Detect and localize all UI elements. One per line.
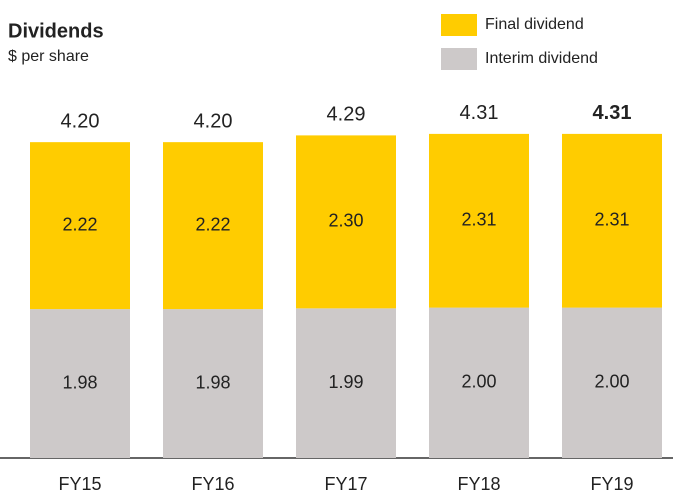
total-label: 4.20 bbox=[194, 110, 233, 132]
x-tick-label: FY15 bbox=[58, 474, 101, 494]
bar-segment bbox=[429, 133, 529, 308]
bar-segment bbox=[296, 308, 396, 458]
bar-segment bbox=[163, 309, 263, 458]
value-label: 2.22 bbox=[195, 214, 230, 234]
chart-title: Dividends bbox=[8, 20, 104, 42]
value-label: 2.30 bbox=[328, 211, 363, 231]
value-label: 2.31 bbox=[461, 209, 496, 229]
x-tick-label: FY17 bbox=[324, 474, 367, 494]
value-label: 1.98 bbox=[62, 372, 97, 392]
total-label: 4.29 bbox=[327, 104, 366, 126]
value-label: 2.00 bbox=[594, 372, 629, 392]
bar-segment bbox=[562, 307, 662, 458]
value-label: 2.31 bbox=[594, 209, 629, 229]
value-label: 1.98 bbox=[195, 372, 230, 392]
bar-segment bbox=[296, 135, 396, 309]
bar-segment bbox=[429, 307, 529, 458]
bar-segment bbox=[562, 133, 662, 308]
legend-swatch bbox=[441, 48, 477, 70]
value-label: 2.22 bbox=[62, 214, 97, 234]
total-label: 4.31 bbox=[593, 102, 632, 124]
x-tick-label: FY19 bbox=[590, 474, 633, 494]
legend-label: Final dividend bbox=[485, 16, 584, 33]
bar-segment bbox=[163, 142, 263, 310]
value-label: 2.00 bbox=[461, 372, 496, 392]
chart-subtitle: $ per share bbox=[8, 48, 89, 65]
legend-label: Interim dividend bbox=[485, 50, 598, 67]
bar-segment bbox=[30, 309, 130, 458]
x-tick-label: FY16 bbox=[191, 474, 234, 494]
x-tick-label: FY18 bbox=[457, 474, 500, 494]
legend-swatch bbox=[441, 14, 477, 36]
bar-segment bbox=[30, 142, 130, 310]
total-label: 4.31 bbox=[460, 102, 499, 124]
total-label: 4.20 bbox=[61, 110, 100, 132]
value-label: 1.99 bbox=[328, 372, 363, 392]
